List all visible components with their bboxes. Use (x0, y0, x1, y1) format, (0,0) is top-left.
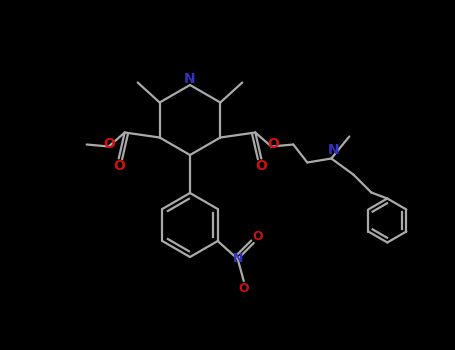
Text: O: O (255, 160, 267, 174)
Text: N: N (184, 72, 196, 86)
Text: O: O (238, 282, 249, 295)
Text: O: O (268, 138, 279, 152)
Text: N: N (233, 252, 243, 266)
Text: O: O (253, 231, 263, 244)
Text: N: N (328, 144, 339, 158)
Text: O: O (103, 138, 115, 152)
Text: O: O (113, 160, 125, 174)
